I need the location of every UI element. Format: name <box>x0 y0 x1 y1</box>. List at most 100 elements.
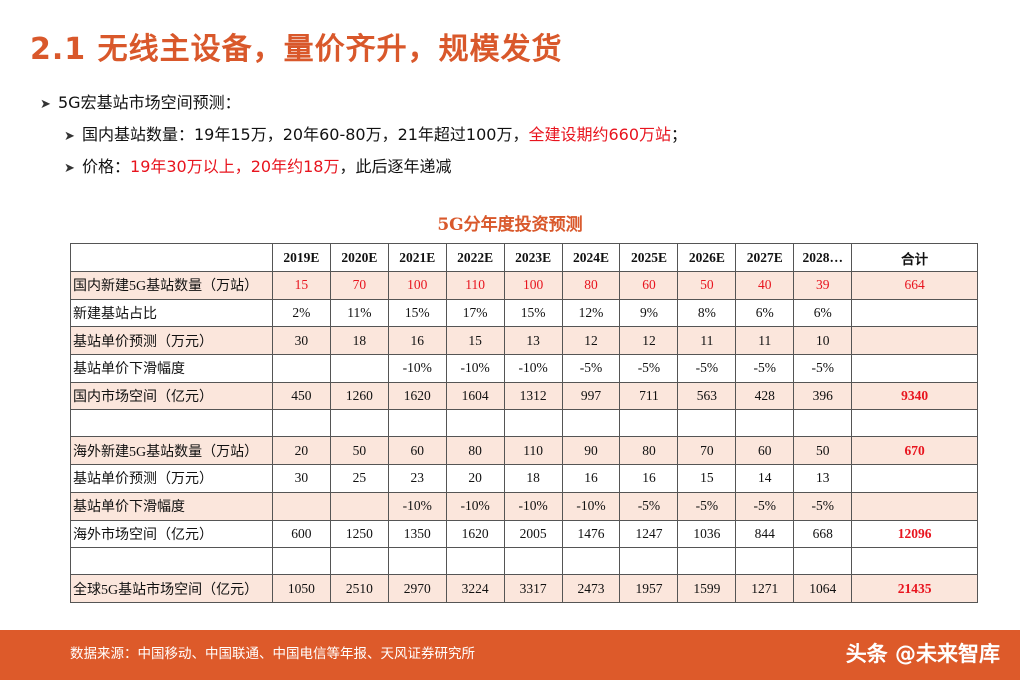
data-cell: 15 <box>271 271 331 300</box>
data-cell: 15 <box>677 464 737 493</box>
data-cell: 60 <box>735 436 795 466</box>
data-cell: 396 <box>793 381 853 411</box>
data-cell: 100 <box>503 271 563 300</box>
total-cell: 670 <box>851 436 978 466</box>
bullet-2-suffix: ； <box>671 125 688 144</box>
data-cell: 2473 <box>561 574 621 603</box>
data-cell: 20 <box>271 436 331 466</box>
data-cell: -10% <box>503 354 563 383</box>
row-label: 基站单价预测（万元） <box>70 326 273 356</box>
data-cell <box>561 409 621 438</box>
data-cell: 711 <box>619 381 679 411</box>
data-cell: 1260 <box>329 381 389 411</box>
row-label: 海外市场空间（亿元） <box>70 519 273 549</box>
data-cell <box>735 547 795 576</box>
data-cell: 16 <box>619 464 679 493</box>
header-cell: 2027E <box>735 243 795 272</box>
data-cell: 13 <box>503 326 563 356</box>
data-cell: 50 <box>677 271 737 300</box>
header-cell: 2026E <box>677 243 737 272</box>
table-row <box>70 409 978 438</box>
data-cell: 1271 <box>735 574 795 603</box>
data-cell: 16 <box>387 326 447 356</box>
data-cell: 2% <box>271 298 331 328</box>
data-cell <box>445 547 505 576</box>
header-cell: 2025E <box>619 243 679 272</box>
header-cell: 2019E <box>271 243 331 272</box>
data-cell <box>735 409 795 438</box>
table-row: 国内新建5G基站数量（万站） 15 70 100 110 100 80 60 50 40 39 664 <box>70 271 978 300</box>
data-cell: -10% <box>503 491 563 521</box>
data-cell: 30 <box>271 326 331 356</box>
data-cell: 13 <box>793 464 853 493</box>
row-label: 基站单价预测（万元） <box>70 464 273 493</box>
data-cell: -5% <box>735 354 795 383</box>
data-cell: 110 <box>445 271 505 300</box>
row-label: 海外新建5G基站数量（万站） <box>70 436 273 466</box>
table-row: 海外市场空间（亿元） 600 1250 1350 1620 2005 1476 1247 103… <box>70 519 978 549</box>
header-cell: 2021E <box>387 243 447 272</box>
bullet-list: ➤ 5G宏基站市场空间预测： ➤ 国内基站数量：19年15万，20年60-80万，2… <box>40 88 687 184</box>
header-cell: 2024E <box>561 243 621 272</box>
data-cell: -5% <box>677 491 737 521</box>
data-cell <box>329 409 389 438</box>
bullet-2-text: 国内基站数量：19年15万，20年60-80万，21年超过100万， <box>82 125 529 144</box>
data-cell <box>271 354 331 383</box>
data-cell: 1247 <box>619 519 679 549</box>
data-cell: 80 <box>561 271 621 300</box>
data-cell: 12% <box>561 298 621 328</box>
data-cell: 8% <box>677 298 737 328</box>
table-title: 5G分年度投资预测 <box>437 215 583 235</box>
data-cell: 50 <box>329 436 389 466</box>
table-row: 国内市场空间（亿元） 450 1260 1620 1604 1312 997 711 563 42… <box>70 381 978 411</box>
data-cell <box>445 409 505 438</box>
total-cell <box>851 298 978 328</box>
data-cell: 17% <box>445 298 505 328</box>
total-cell <box>851 547 978 576</box>
bullet-3-text: 价格： <box>82 157 131 176</box>
data-cell: 23 <box>387 464 447 493</box>
total-cell: 12096 <box>851 519 978 549</box>
total-cell: 9340 <box>851 381 978 411</box>
data-cell: 39 <box>793 271 853 300</box>
data-cell: -10% <box>561 491 621 521</box>
data-cell: 90 <box>561 436 621 466</box>
data-cell <box>271 409 331 438</box>
table-header-row: 2019E 2020E 2021E 2022E 2023E 2024E 2025E 2026E… <box>70 243 978 272</box>
data-cell <box>503 547 563 576</box>
data-cell: 70 <box>329 271 389 300</box>
bullet-2-highlight: 全建设期约660万站 <box>528 125 672 144</box>
bullet-2: ➤ 国内基站数量：19年15万，20年60-80万，21年超过100万，全建设期约… <box>64 120 687 152</box>
total-cell <box>851 464 978 493</box>
data-cell: 450 <box>271 381 331 411</box>
data-cell: 15% <box>503 298 563 328</box>
data-cell: 1604 <box>445 381 505 411</box>
table-row: 基站单价下滑幅度 -10% -10% -10% -10% -5% -5% -5% -5% <box>70 491 978 521</box>
data-cell <box>619 547 679 576</box>
total-cell <box>851 326 978 356</box>
table-row: 海外新建5G基站数量（万站） 20 50 60 80 110 90 80 70 60 50 670 <box>70 436 978 466</box>
data-cell <box>329 354 389 383</box>
page-title: 2.1 无线主设备，量价齐升，规模发货 <box>30 32 563 67</box>
data-cell: 1620 <box>445 519 505 549</box>
data-cell: -10% <box>445 491 505 521</box>
footer-source: 数据来源：中国移动、中国联通、中国电信等年报、天风证券研究所 <box>70 646 475 662</box>
arrow-bullet-icon: ➤ <box>64 161 75 176</box>
data-cell: 1599 <box>677 574 737 603</box>
table-row <box>70 547 978 576</box>
table-row: 基站单价预测（万元） 30 25 23 20 18 16 16 15 14 13 <box>70 464 978 493</box>
header-cell: 2028… <box>793 243 853 272</box>
data-cell: 11% <box>329 298 389 328</box>
row-label: 基站单价下滑幅度 <box>70 354 273 383</box>
data-cell: 60 <box>619 271 679 300</box>
data-cell: 18 <box>503 464 563 493</box>
data-cell: -5% <box>735 491 795 521</box>
table-row: 全球5G基站市场空间（亿元） 1050 2510 2970 3224 3317 2473 19… <box>70 574 978 603</box>
row-label: 基站单价下滑幅度 <box>70 491 273 521</box>
data-cell: 1064 <box>793 574 853 603</box>
arrow-bullet-icon: ➤ <box>64 129 75 144</box>
data-cell: 14 <box>735 464 795 493</box>
data-cell: 2970 <box>387 574 447 603</box>
data-cell: -5% <box>793 354 853 383</box>
header-cell-blank <box>70 243 273 272</box>
